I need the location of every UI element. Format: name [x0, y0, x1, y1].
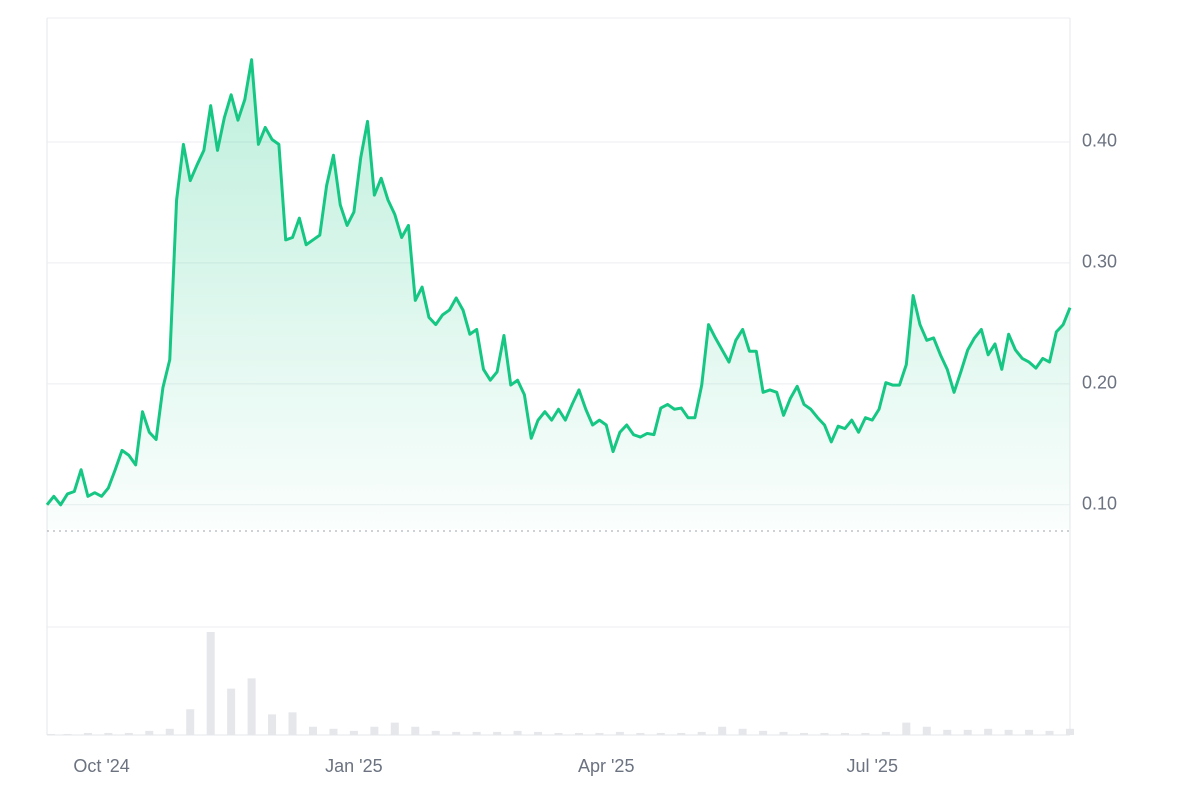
y-tick-label: 0.30 — [1082, 252, 1117, 272]
volume-bar — [615, 731, 624, 735]
volume-bar — [1004, 729, 1013, 735]
y-tick-label: 0.20 — [1082, 373, 1117, 393]
volume-bar — [656, 732, 665, 735]
area-fill — [47, 59, 1070, 529]
volume-bar — [595, 732, 604, 735]
volume-bar — [145, 730, 154, 735]
volume-bar — [370, 726, 379, 735]
volume-bar — [411, 726, 420, 735]
volume-bar — [861, 732, 870, 735]
volume-bar — [268, 714, 277, 735]
volume-bar — [431, 730, 440, 735]
volume-bar — [800, 732, 809, 735]
volume-bar — [554, 732, 563, 735]
volume-bar — [472, 731, 481, 735]
volume-bar — [984, 728, 993, 735]
volume-bar — [227, 688, 236, 735]
volume-bar — [186, 709, 195, 735]
volume-bar — [124, 732, 133, 735]
volume-bar — [288, 712, 297, 735]
volume-bar — [840, 732, 849, 735]
volume-bar — [104, 732, 113, 735]
volume-bar — [943, 729, 952, 735]
volume-bar — [881, 731, 890, 735]
volume-bar — [513, 730, 522, 735]
volume-bar — [759, 730, 768, 735]
x-tick-label: Jan '25 — [325, 756, 382, 776]
volume-bar — [247, 678, 256, 735]
volume-bar — [83, 732, 92, 735]
volume-bar — [1066, 728, 1074, 735]
volume-bar — [452, 731, 461, 735]
volume-bar — [329, 728, 338, 735]
volume-bar — [963, 729, 972, 735]
volume-bar — [1025, 729, 1034, 735]
volume-bar — [1045, 730, 1054, 735]
volume-bar — [493, 731, 502, 735]
volume-bar — [206, 632, 215, 735]
x-tick-label: Apr '25 — [578, 756, 634, 776]
y-tick-label: 0.40 — [1082, 131, 1117, 151]
volume-bar — [574, 732, 583, 735]
volume-bar — [308, 726, 317, 735]
volume-bar — [63, 733, 72, 735]
volume-bar — [902, 722, 911, 735]
volume-bar — [636, 732, 645, 735]
volume-bar — [718, 726, 727, 735]
volume-bar — [47, 733, 55, 735]
volume-bar — [922, 726, 931, 735]
volume-bar — [677, 732, 686, 735]
volume-bar — [697, 731, 706, 735]
volume-bar — [738, 728, 747, 735]
x-tick-label: Oct '24 — [73, 756, 129, 776]
volume-bar — [779, 731, 788, 735]
volume-bar — [534, 731, 543, 735]
volume-bar — [165, 728, 174, 735]
volume-bar — [349, 730, 358, 735]
y-tick-label: 0.10 — [1082, 494, 1117, 514]
price-line — [45, 58, 1072, 507]
volume-bar — [390, 722, 399, 735]
volume-bar — [820, 732, 829, 735]
x-tick-label: Jul '25 — [846, 756, 897, 776]
